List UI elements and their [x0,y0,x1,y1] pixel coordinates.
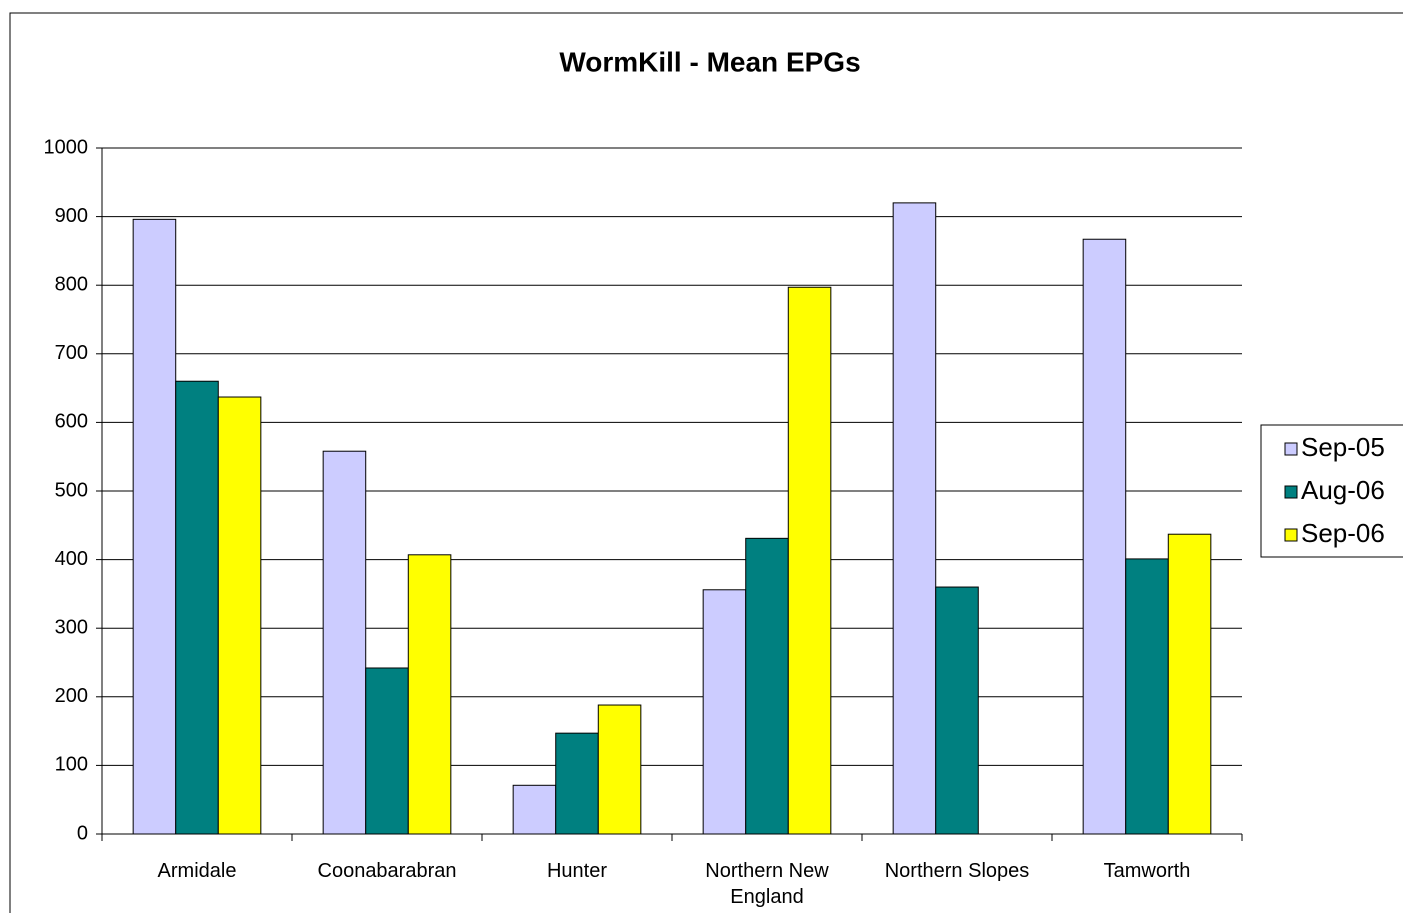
x-tick-label: Hunter [546,860,608,882]
bar [702,589,747,835]
x-tick-label: Tamworth [1103,860,1191,882]
y-tick-label: 800 [55,273,88,295]
bar [365,667,409,835]
y-tick-label: 300 [55,616,88,638]
bar [745,537,789,835]
legend-label: Sep-06 [1301,518,1385,548]
y-tick-label: 700 [55,342,88,364]
x-tick-label: Coonabarabran [317,860,457,882]
y-tick-label: 400 [55,548,88,570]
x-tick-label: Northern Slopes [884,860,1030,882]
legend-swatch [1284,528,1298,542]
legend-label: Sep-05 [1301,432,1385,462]
bar [512,784,557,835]
bar [407,554,452,835]
y-tick-label: 100 [55,754,88,776]
y-tick-label: 1000 [44,136,89,158]
chart-title: WormKill - Mean EPGs [559,46,860,77]
y-tick-label: 500 [55,479,88,501]
bar [175,380,219,835]
legend-swatch [1284,442,1298,456]
bar [597,704,642,835]
bar [132,218,177,835]
bar [787,286,832,835]
bar [1125,558,1169,835]
y-tick-label: 0 [77,822,88,844]
bar [892,202,937,835]
y-tick-label: 200 [55,685,88,707]
legend-swatch [1284,485,1298,499]
y-tick-label: 600 [55,411,88,433]
bar [322,450,367,835]
bar [555,732,599,835]
bar [1082,238,1127,835]
x-tick-label: Northern New England [705,860,829,908]
y-tick-label: 900 [55,205,88,227]
bar [217,396,262,835]
bar [1167,533,1212,835]
bar [935,586,979,835]
legend-label: Aug-06 [1301,475,1385,505]
x-tick-label: Armidale [157,860,237,882]
